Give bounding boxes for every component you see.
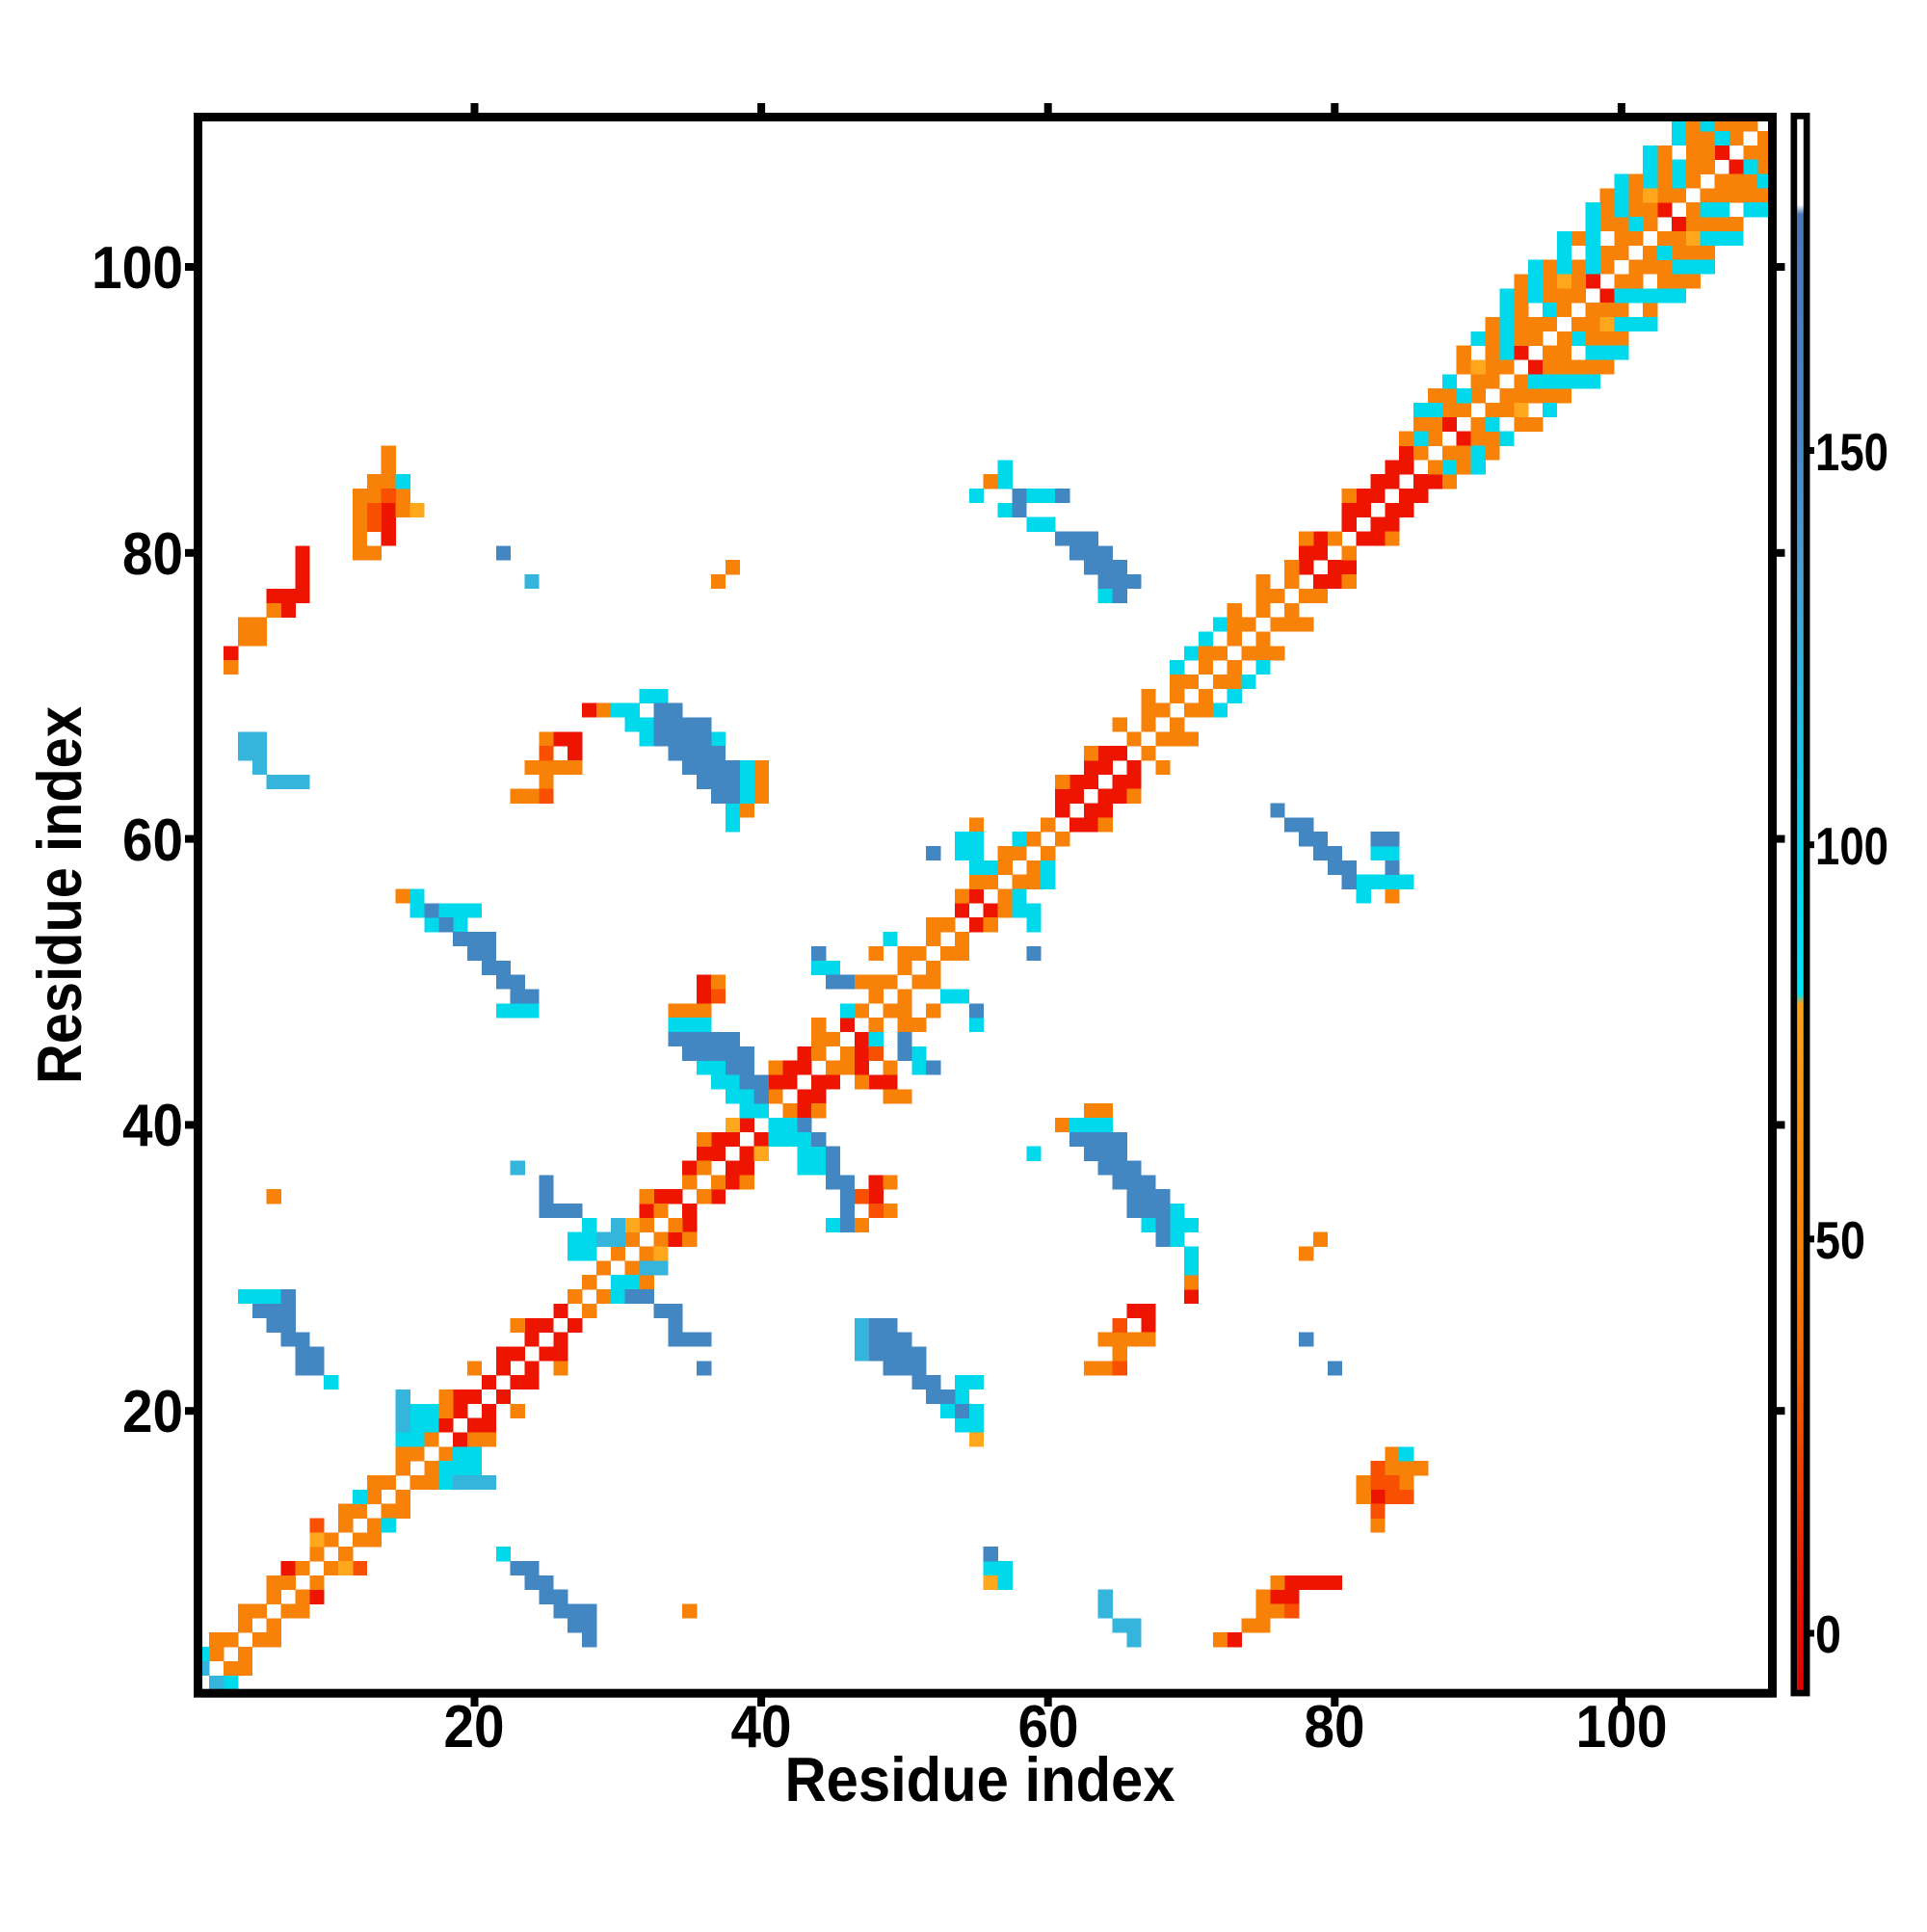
svg-text:Residue index: Residue index bbox=[785, 1744, 1175, 1814]
svg-text:60: 60 bbox=[122, 807, 183, 874]
svg-text:60: 60 bbox=[1018, 1694, 1079, 1760]
svg-text:100: 100 bbox=[1815, 816, 1888, 876]
svg-text:40: 40 bbox=[731, 1694, 792, 1760]
svg-text:20: 20 bbox=[444, 1694, 505, 1760]
svg-text:20: 20 bbox=[122, 1379, 183, 1445]
svg-text:Residue index: Residue index bbox=[24, 706, 94, 1084]
svg-text:0: 0 bbox=[1815, 1604, 1841, 1664]
svg-text:50: 50 bbox=[1815, 1210, 1865, 1270]
svg-text:80: 80 bbox=[1305, 1694, 1365, 1760]
svg-text:100: 100 bbox=[92, 235, 183, 302]
svg-text:40: 40 bbox=[122, 1093, 183, 1159]
svg-text:100: 100 bbox=[1576, 1694, 1668, 1760]
svg-text:150: 150 bbox=[1815, 422, 1888, 482]
svg-text:80: 80 bbox=[122, 521, 183, 588]
